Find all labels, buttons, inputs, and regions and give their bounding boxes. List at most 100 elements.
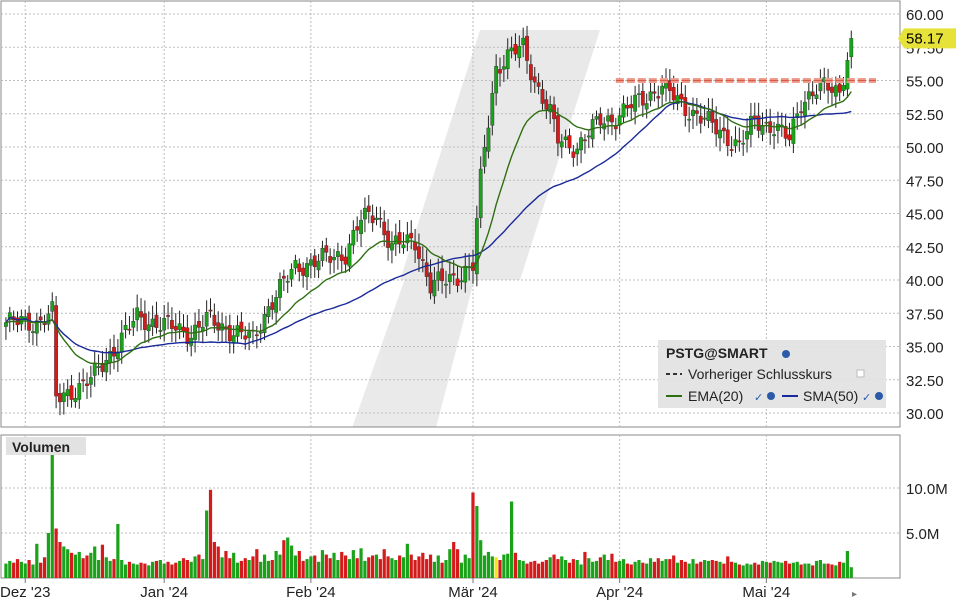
candle-body bbox=[660, 85, 665, 95]
moving-averages bbox=[5, 91, 852, 366]
volume-bar bbox=[548, 557, 552, 578]
date-tick-label: Mai '24 bbox=[742, 584, 790, 600]
volume-bar bbox=[266, 560, 271, 578]
candle-body bbox=[127, 328, 132, 331]
candle bbox=[343, 247, 348, 273]
volume-bar bbox=[482, 555, 487, 578]
volume-bar bbox=[749, 564, 753, 578]
scroll-right-icon[interactable]: ▸ bbox=[852, 589, 857, 600]
candle bbox=[849, 30, 854, 69]
candle-body bbox=[548, 104, 553, 113]
candle-body bbox=[81, 379, 86, 382]
ema-settings-icon[interactable] bbox=[767, 392, 775, 400]
symbol-settings-icon[interactable] bbox=[782, 350, 790, 358]
last-price-tag: 58.17 bbox=[898, 28, 956, 49]
candle bbox=[513, 33, 518, 61]
volume-bar bbox=[289, 545, 294, 578]
candle-body bbox=[656, 96, 661, 99]
volume-bar bbox=[35, 543, 39, 578]
volume-bar bbox=[54, 528, 58, 578]
volume-bar bbox=[15, 559, 20, 578]
candle-body bbox=[316, 260, 321, 271]
volume-bar bbox=[841, 562, 846, 578]
candle-body bbox=[154, 314, 159, 328]
last-price-label: 58.17 bbox=[906, 30, 944, 47]
candle-body bbox=[745, 131, 749, 140]
candle bbox=[69, 375, 74, 408]
candle-body bbox=[579, 137, 583, 151]
candle bbox=[139, 298, 143, 331]
candle bbox=[814, 84, 819, 105]
candle-body bbox=[459, 280, 464, 283]
volume-bar bbox=[374, 554, 379, 578]
candle bbox=[54, 296, 59, 409]
candle bbox=[444, 270, 448, 299]
candle-body bbox=[764, 121, 769, 124]
volume-bar bbox=[757, 564, 761, 578]
volume-bar bbox=[471, 492, 475, 578]
volume-bar bbox=[695, 563, 699, 578]
candle bbox=[764, 109, 769, 133]
candle-body bbox=[525, 35, 529, 61]
candle bbox=[351, 220, 356, 255]
candle bbox=[312, 248, 317, 278]
candle-body bbox=[633, 94, 638, 112]
volume-bar bbox=[428, 554, 433, 578]
sma-settings-icon[interactable] bbox=[875, 392, 883, 400]
candle-body bbox=[243, 335, 248, 340]
candle-body bbox=[610, 114, 614, 123]
volume-bar bbox=[845, 551, 850, 578]
candle bbox=[799, 100, 803, 125]
candle-body bbox=[73, 398, 78, 402]
candle-body bbox=[447, 274, 452, 283]
volume-bar bbox=[409, 554, 413, 578]
date-tick-label: Apr '24 bbox=[596, 584, 643, 600]
candle-body bbox=[583, 139, 587, 142]
candle bbox=[787, 122, 792, 147]
volume-bar bbox=[436, 555, 440, 578]
volume-bar bbox=[66, 549, 70, 578]
date-tick-label: Jan '24 bbox=[140, 584, 188, 600]
sma-check-icon[interactable]: ✓ bbox=[862, 392, 871, 404]
candle-body bbox=[112, 347, 116, 357]
candle bbox=[146, 311, 151, 343]
volume-bar bbox=[579, 564, 583, 578]
date-tick-label: Mär '24 bbox=[448, 584, 498, 600]
candle-body bbox=[324, 245, 329, 253]
candle bbox=[142, 300, 147, 343]
volume-bar bbox=[158, 560, 162, 578]
last-price-tag-shape bbox=[898, 28, 956, 49]
volume-bar bbox=[621, 559, 626, 578]
candle bbox=[629, 95, 634, 120]
volume-bar bbox=[664, 559, 668, 578]
volume-bar bbox=[324, 554, 328, 578]
candle-body bbox=[517, 45, 522, 59]
candle bbox=[610, 107, 614, 136]
volume-bar bbox=[760, 560, 765, 578]
candle-body bbox=[293, 260, 298, 269]
candle bbox=[88, 365, 93, 398]
candle bbox=[583, 134, 587, 154]
volume-bar bbox=[822, 563, 826, 578]
ema-check-icon[interactable]: ✓ bbox=[754, 392, 763, 404]
candle bbox=[370, 204, 375, 232]
candle bbox=[374, 206, 379, 226]
candle-body bbox=[139, 311, 143, 318]
candle-body bbox=[65, 389, 70, 397]
candle-body bbox=[308, 259, 313, 266]
volume-bar bbox=[826, 563, 830, 578]
candle bbox=[783, 114, 788, 147]
candle-body bbox=[100, 363, 105, 372]
candle bbox=[667, 69, 672, 103]
volume-bar bbox=[262, 554, 267, 578]
candle-body bbox=[4, 322, 8, 327]
volume-bar bbox=[386, 556, 390, 578]
candle-body bbox=[77, 383, 82, 400]
volume-bar bbox=[506, 553, 510, 578]
prev-close-toggle-icon[interactable] bbox=[856, 369, 865, 378]
candle bbox=[567, 128, 572, 154]
candle-body bbox=[420, 259, 425, 261]
candle bbox=[239, 312, 244, 340]
candle bbox=[494, 54, 499, 106]
